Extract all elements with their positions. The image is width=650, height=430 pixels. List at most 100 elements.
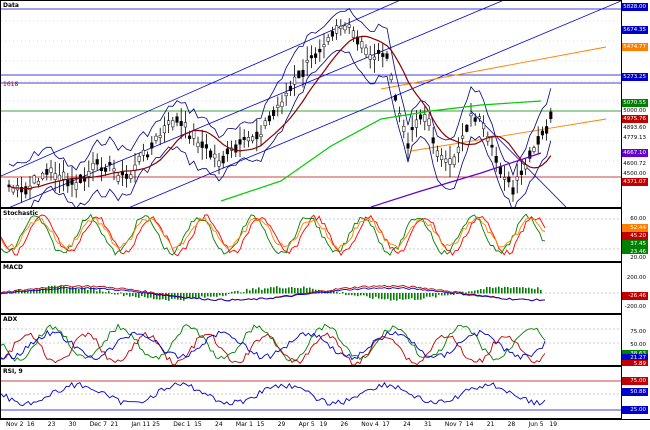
candle-body: [251, 136, 255, 142]
histogram-bar: [414, 293, 416, 301]
stochastic-pane[interactable]: Stochastic: [0, 208, 622, 262]
candle-body: [221, 155, 225, 164]
histogram-bar: [504, 286, 506, 294]
macd-canvas[interactable]: [1, 263, 621, 313]
histogram-bar: [486, 287, 488, 294]
rsi-pane[interactable]: RSI, 9: [0, 366, 622, 419]
candle-body: [515, 176, 519, 181]
candle-body: [461, 135, 465, 139]
histogram-bar: [252, 288, 254, 294]
histogram-bar: [261, 289, 263, 294]
adx-pane[interactable]: ADX: [0, 314, 622, 366]
histogram-bar: [357, 293, 359, 297]
candle-body: [66, 179, 70, 187]
histogram-bar: [255, 289, 257, 294]
histogram-bar: [429, 293, 431, 297]
candle-body: [129, 174, 133, 179]
adx-canvas[interactable]: [1, 315, 621, 365]
price-chart-pane[interactable]: Data 1618: [0, 0, 622, 208]
histogram-bar: [162, 293, 164, 300]
candle-body: [213, 153, 217, 159]
histogram-bar: [345, 293, 347, 296]
candle-body: [305, 60, 309, 63]
histogram-bar: [129, 293, 131, 297]
histogram-bar: [240, 292, 242, 294]
candle-body: [414, 119, 418, 128]
candle-body: [45, 169, 49, 175]
histogram-bar: [471, 291, 473, 294]
date-label: Mar 1: [235, 421, 253, 428]
date-label: 19: [319, 421, 328, 428]
candle-body: [385, 53, 389, 59]
candle-body: [158, 135, 162, 138]
candle-body: [234, 144, 238, 153]
histogram-bar: [132, 293, 134, 297]
fib-fan-line: [410, 118, 607, 152]
date-label: 29: [277, 421, 286, 428]
candle-body: [301, 69, 305, 77]
candle-body: [406, 143, 410, 149]
histogram-bar: [483, 289, 485, 294]
histogram-bar: [201, 293, 203, 297]
macd-axis-label: -26.46: [622, 292, 648, 300]
histogram-bar: [219, 293, 221, 296]
stochastic-axis-label: 37.45: [622, 240, 648, 248]
histogram-bar: [183, 293, 185, 301]
candle-body: [309, 55, 313, 59]
macd-pane[interactable]: MACD: [0, 262, 622, 314]
histogram-bar: [267, 288, 269, 294]
histogram-bar: [141, 293, 143, 297]
date-label: 26: [340, 421, 349, 428]
histogram-bar: [66, 288, 68, 294]
fib-level-label: 1618: [3, 81, 19, 88]
histogram-bar: [81, 287, 83, 294]
histogram-bar: [282, 288, 284, 294]
histogram-bar: [309, 287, 311, 294]
histogram-bar: [534, 289, 536, 294]
histogram-bar: [6, 291, 8, 294]
histogram-bar: [225, 293, 227, 296]
histogram-bar: [402, 293, 404, 300]
histogram-bar: [531, 288, 533, 294]
histogram-bar: [189, 293, 191, 299]
candle-body: [314, 53, 318, 58]
stochastic-axis: 60.00 52.44 45.20 37.45 23.46 20.00: [622, 208, 650, 262]
date-label: Nov 4: [361, 421, 379, 428]
stochastic-d-line: [1, 213, 546, 256]
candle-body: [280, 101, 284, 108]
histogram-bar: [522, 287, 524, 294]
date-label: 28: [507, 421, 516, 428]
candle-body: [410, 127, 414, 131]
candle-body: [347, 24, 351, 28]
adx-axis-label: 5.89: [622, 360, 648, 368]
histogram-bar: [216, 293, 218, 297]
stochastic-canvas[interactable]: [1, 209, 621, 261]
histogram-bar: [507, 287, 509, 294]
histogram-bar: [462, 291, 464, 294]
histogram-bar: [27, 290, 29, 294]
histogram-bar: [333, 291, 335, 294]
price-chart-canvas[interactable]: [1, 1, 621, 207]
histogram-bar: [510, 288, 512, 294]
histogram-bar: [87, 289, 89, 294]
rsi-canvas[interactable]: [1, 367, 621, 418]
candle-body: [125, 173, 129, 179]
candle-body: [104, 168, 108, 172]
histogram-bar: [120, 292, 122, 294]
adx-line: [1, 329, 546, 361]
histogram-bar: [408, 293, 410, 300]
histogram-bar: [192, 293, 194, 299]
candle-body: [528, 150, 532, 159]
candle-body: [498, 166, 502, 175]
date-label: 24: [403, 421, 411, 428]
macd-axis: 200.00 -26.46 -200.00: [622, 262, 650, 314]
histogram-bar: [195, 293, 197, 298]
candle-body: [473, 117, 477, 122]
candle-body: [360, 41, 364, 49]
histogram-bar: [105, 292, 107, 294]
date-label: Jan 11: [131, 421, 151, 428]
adx-pane-title: ADX: [3, 316, 18, 323]
candle-body: [150, 142, 154, 149]
histogram-bar: [9, 293, 11, 294]
